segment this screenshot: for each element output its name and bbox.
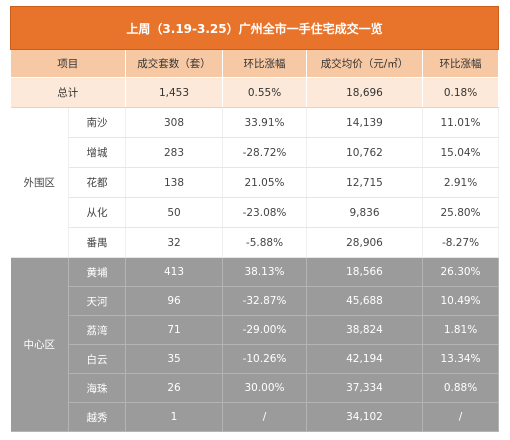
- price-change-cell: 13.34%: [422, 344, 500, 374]
- sales-table: 上周（3.19-3.25）广州全市一手住宅成交一览 项目 成交套数（套） 环比涨…: [9, 6, 500, 432]
- table-row: 海珠 26 30.00% 37,334 0.88%: [11, 373, 500, 403]
- total-row: 总计 1,453 0.55% 18,696 0.18%: [10, 77, 500, 108]
- district-cell: 从化: [68, 197, 126, 228]
- units-change-cell: 38.13%: [222, 257, 307, 287]
- avg-price-cell: 12,715: [306, 167, 423, 198]
- avg-price-cell: 34,102: [306, 402, 423, 432]
- units-cell: 96: [125, 286, 223, 316]
- header-price-change: 环比涨幅: [422, 49, 500, 78]
- units-change-cell: /: [222, 402, 307, 432]
- price-change-cell: 25.80%: [422, 197, 500, 228]
- units-change-cell: 33.91%: [222, 107, 307, 138]
- table-title: 上周（3.19-3.25）广州全市一手住宅成交一览: [9, 6, 500, 50]
- units-change-cell: -29.00%: [222, 315, 307, 345]
- units-cell: 50: [125, 197, 223, 228]
- avg-price-cell: 18,566: [306, 257, 423, 287]
- price-change-cell: 1.81%: [422, 315, 500, 345]
- district-cell: 南沙: [68, 107, 126, 138]
- units-change-cell: -23.08%: [222, 197, 307, 228]
- units-change-cell: -28.72%: [222, 137, 307, 168]
- header-units: 成交套数（套）: [125, 49, 223, 78]
- avg-price-cell: 42,194: [306, 344, 423, 374]
- price-change-cell: 26.30%: [422, 257, 500, 287]
- table-row: 越秀 1 / 34,102 /: [11, 402, 500, 432]
- table-row: 外围区 南沙 308 33.91% 14,139 11.01%: [10, 107, 500, 258]
- units-cell: 138: [125, 167, 223, 198]
- avg-price-cell: 37,334: [306, 373, 423, 403]
- units-cell: 26: [125, 373, 223, 403]
- units-cell: 32: [125, 227, 223, 258]
- group-label-center: 中心区: [10, 257, 69, 432]
- avg-price-cell: 14,139: [306, 107, 423, 138]
- avg-price-cell: 10,762: [306, 137, 423, 168]
- units-cell: 308: [125, 107, 223, 138]
- table-row: 花都 138 21.05% 12,715 2.91%: [11, 167, 500, 198]
- district-cell: 番禺: [68, 227, 126, 258]
- table-row: 番禺 32 -5.88% 28,906 -8.27%: [11, 227, 500, 258]
- table-row: 从化 50 -23.08% 9,836 25.80%: [11, 197, 500, 228]
- units-cell: 1: [125, 402, 223, 432]
- district-cell: 黄埔: [68, 257, 126, 287]
- units-change-cell: 30.00%: [222, 373, 307, 403]
- units-cell: 35: [125, 344, 223, 374]
- header-row: 项目 成交套数（套） 环比涨幅 成交均价（元/㎡） 环比涨幅: [10, 49, 500, 78]
- total-units: 1,453: [125, 77, 223, 108]
- price-change-cell: /: [422, 402, 500, 432]
- district-cell: 白云: [68, 344, 126, 374]
- price-change-cell: -8.27%: [422, 227, 500, 258]
- units-cell: 283: [125, 137, 223, 168]
- avg-price-cell: 9,836: [306, 197, 423, 228]
- units-change-cell: 21.05%: [222, 167, 307, 198]
- group-label-outer: 外围区: [10, 107, 69, 258]
- avg-price-cell: 28,906: [306, 227, 423, 258]
- price-change-cell: 2.91%: [422, 167, 500, 198]
- total-avg-price: 18,696: [306, 77, 423, 108]
- district-cell: 荔湾: [68, 315, 126, 345]
- district-cell: 越秀: [68, 402, 126, 432]
- header-item: 项目: [10, 49, 126, 78]
- table-row: 荔湾 71 -29.00% 38,824 1.81%: [11, 315, 500, 345]
- title-row: 上周（3.19-3.25）广州全市一手住宅成交一览: [9, 6, 500, 50]
- units-change-cell: -10.26%: [222, 344, 307, 374]
- avg-price-cell: 38,824: [306, 315, 423, 345]
- price-change-cell: 11.01%: [422, 107, 500, 138]
- total-price-change: 0.18%: [422, 77, 500, 108]
- total-label: 总计: [10, 77, 126, 108]
- table-row: 天河 96 -32.87% 45,688 10.49%: [11, 286, 500, 316]
- price-change-cell: 0.88%: [422, 373, 500, 403]
- table-row: 中心区 黄埔 413 38.13% 18,566 26.30%: [10, 257, 500, 432]
- table-row: 白云 35 -10.26% 42,194 13.34%: [11, 344, 500, 374]
- district-cell: 海珠: [68, 373, 126, 403]
- sales-table-container: 上周（3.19-3.25）广州全市一手住宅成交一览 项目 成交套数（套） 环比涨…: [9, 6, 500, 432]
- header-units-change: 环比涨幅: [222, 49, 307, 78]
- district-cell: 花都: [68, 167, 126, 198]
- units-change-cell: -32.87%: [222, 286, 307, 316]
- district-cell: 天河: [68, 286, 126, 316]
- total-units-change: 0.55%: [222, 77, 307, 108]
- units-cell: 71: [125, 315, 223, 345]
- district-cell: 增城: [68, 137, 126, 168]
- header-avg-price: 成交均价（元/㎡）: [306, 49, 423, 78]
- avg-price-cell: 45,688: [306, 286, 423, 316]
- table-row: 增城 283 -28.72% 10,762 15.04%: [11, 137, 500, 168]
- units-cell: 413: [125, 257, 223, 287]
- units-change-cell: -5.88%: [222, 227, 307, 258]
- price-change-cell: 15.04%: [422, 137, 500, 168]
- price-change-cell: 10.49%: [422, 286, 500, 316]
